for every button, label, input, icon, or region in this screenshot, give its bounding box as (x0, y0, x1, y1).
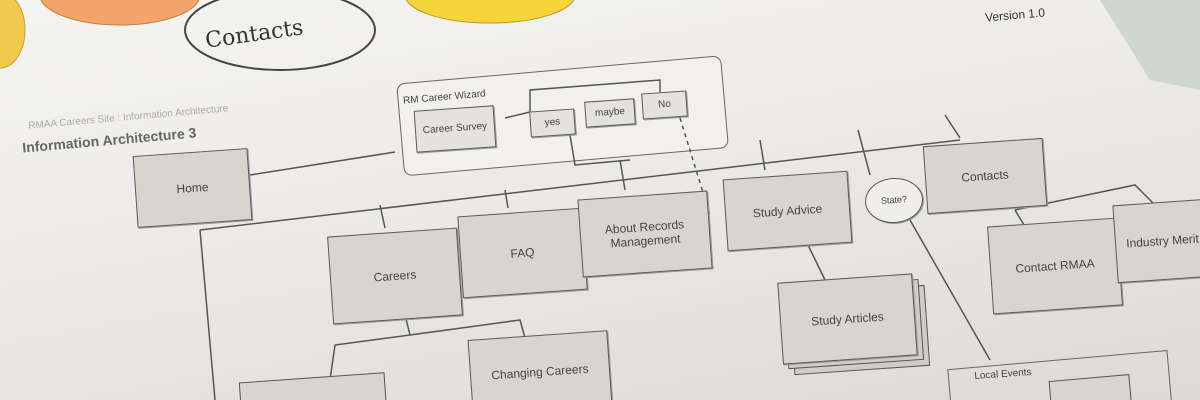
box (238, 372, 387, 400)
paper-edge (1100, 0, 1200, 90)
node: Careers (327, 227, 463, 325)
sketch-circle (184, 0, 376, 71)
node: Contact RMAA (987, 217, 1123, 315)
node: yes (529, 108, 576, 138)
box (1048, 374, 1132, 400)
node: Study Advice (722, 170, 853, 252)
sketch-blob (405, 0, 575, 24)
node: No (641, 90, 688, 120)
sketch-blob (0, 0, 26, 69)
node: Contacts (922, 137, 1048, 215)
sketch-blob (40, 0, 200, 26)
node: Study Articles (777, 273, 918, 365)
node: Home (132, 148, 253, 228)
node: Changing Careers (467, 330, 613, 400)
node: About Records Management (577, 190, 713, 278)
node: maybe (584, 98, 636, 128)
connectors (199, 79, 1156, 400)
node: Industry Merit (1112, 198, 1200, 284)
node: FAQ (457, 207, 588, 299)
node: Career Survey (413, 105, 497, 153)
